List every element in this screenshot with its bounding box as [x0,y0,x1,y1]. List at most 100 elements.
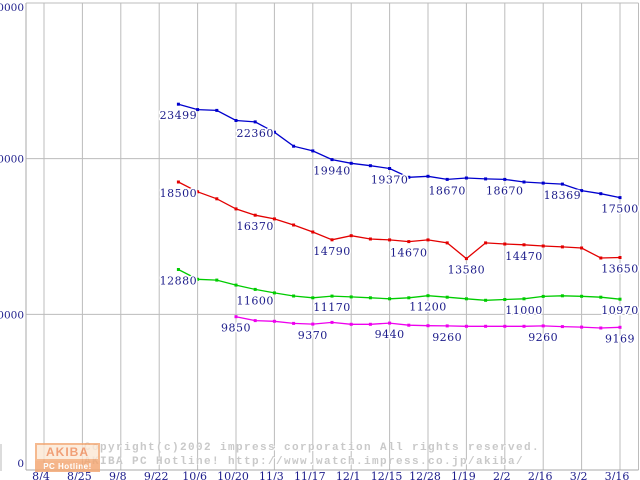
series-marker-blue [253,120,257,124]
series-point-label: 18369 [544,189,582,202]
series-point-label: 16370 [236,220,274,233]
y-tick-label: 0 [17,458,24,470]
series-marker-blue [618,196,622,200]
series-marker-blue [445,177,449,181]
series-marker-red [426,238,430,242]
x-tick-label: 1/19 [451,470,476,480]
series-marker-blue [522,180,526,184]
series-marker-magenta [349,322,353,326]
series-marker-red [618,256,622,259]
series-marker-magenta [272,319,276,323]
series-marker-green [522,297,526,301]
series-marker-red [522,243,526,247]
series-marker-magenta [541,324,545,328]
series-marker-red [349,234,353,238]
series-marker-red [599,256,603,260]
logo-top-text: AKIBA [35,443,100,461]
series-marker-blue [330,158,334,162]
series-marker-green [272,291,276,295]
series-marker-red [503,242,507,246]
series-marker-green [560,294,564,298]
series-marker-red [464,257,468,261]
series-marker-green [426,294,430,298]
series-marker-red [580,246,584,250]
series-marker-blue [292,144,296,148]
series-marker-red [388,238,392,242]
series-point-label: 22360 [236,127,274,140]
series-marker-red [234,207,238,211]
series-marker-blue [215,108,219,112]
series-point-label: 14670 [390,247,428,260]
series-marker-red [560,245,564,249]
series-point-label: 9260 [528,331,558,344]
watermark-line2: AKIBA PC Hotline! http://www.watch.impre… [84,456,525,468]
series-marker-green [292,294,296,298]
series-marker-red [541,244,545,248]
x-tick-label: 2/16 [528,470,553,480]
series-marker-red [272,217,276,221]
series-marker-blue [541,181,545,185]
series-line-red [178,181,621,260]
series-marker-red [445,241,449,245]
series-marker-green [196,277,200,281]
series-point-label: 12880 [160,275,198,288]
series-marker-blue [464,176,468,180]
series-marker-magenta [618,325,622,329]
series-marker-magenta [330,320,334,324]
y-tick-label: 10000 [0,309,24,321]
x-tick-label: 12/1 [336,470,361,480]
series-marker-green [330,294,334,298]
series-point-label: 9169 [605,332,635,345]
series-marker-green [541,294,545,298]
x-tick-label: 11/17 [294,470,326,480]
series-point-label: 13650 [601,263,639,276]
series-marker-green [580,294,584,298]
x-tick-label: 12/15 [371,470,403,480]
series-marker-green [388,297,392,301]
y-tick-label: 20000 [0,154,24,166]
series-marker-green [234,283,238,287]
series-marker-blue [349,161,353,165]
series-marker-red [215,197,219,201]
series-marker-blue [503,177,507,181]
series-point-label: 9850 [221,322,251,335]
series-marker-red [368,237,372,241]
series-point-label: 9370 [298,329,328,342]
series-marker-blue [272,130,276,134]
series-marker-magenta [484,324,488,328]
series-marker-magenta [560,325,564,329]
series-marker-green [599,295,603,299]
series-marker-red [196,190,200,194]
series-marker-green [445,295,449,299]
series-marker-blue [311,149,315,153]
series-marker-red [484,241,488,245]
series-marker-green [484,298,488,302]
series-point-label: 19370 [371,174,409,187]
series-marker-green [407,296,411,300]
series-marker-magenta [311,322,315,326]
series-marker-magenta [599,326,603,330]
series-marker-blue [234,119,238,122]
x-tick-label: 9/8 [109,470,127,480]
series-marker-green [311,296,315,300]
series-marker-green [349,295,353,299]
series-marker-magenta [292,321,296,325]
series-marker-blue [407,175,411,179]
x-tick-label: 11/3 [259,470,284,480]
x-tick-label: 3/16 [605,470,630,480]
series-point-label: 11170 [313,301,351,314]
series-point-label: 10970 [601,304,639,317]
series-point-label: 18670 [428,184,466,197]
series-point-label: 23499 [160,109,198,122]
series-marker-blue [196,108,200,112]
series-point-label: 13580 [448,264,486,277]
x-tick-label: 3/2 [570,470,588,480]
series-marker-magenta [253,319,257,323]
series-line-blue [178,103,621,199]
series-point-label: 14790 [313,245,351,258]
series-marker-blue [388,167,392,170]
series-marker-magenta [407,323,411,327]
akiba-logo: AKIBA PC Hotline! [35,443,100,472]
